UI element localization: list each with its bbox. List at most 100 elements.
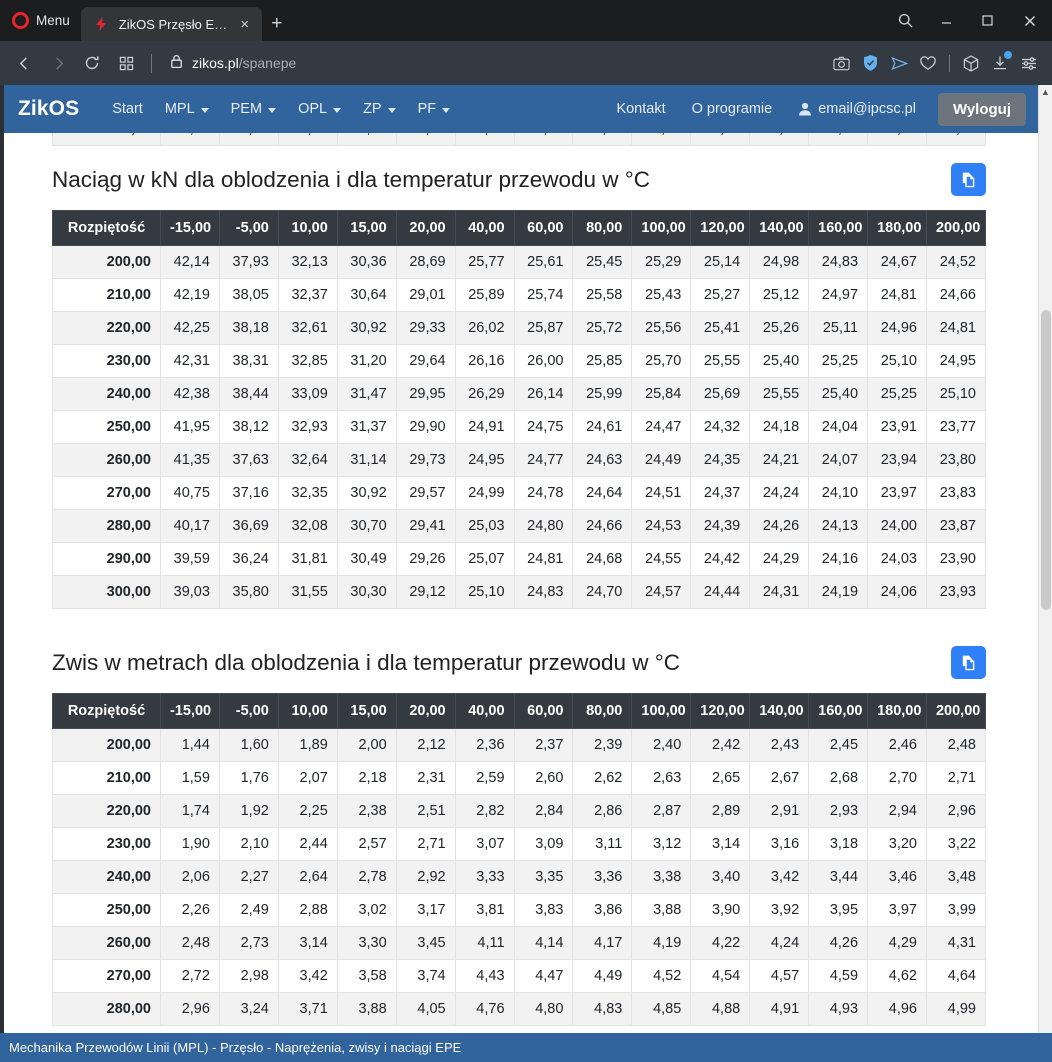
table-cell: 25,84: [631, 377, 692, 411]
table-cell: 24,07: [808, 443, 869, 477]
table-cell: 30,30: [336, 575, 397, 609]
search-icon[interactable]: [885, 0, 926, 41]
settings-sliders-icon[interactable]: [1016, 49, 1042, 77]
table-cell-span: 300,00: [52, 575, 161, 609]
maximize-icon[interactable]: [967, 0, 1008, 41]
site-brand[interactable]: ZikOS: [18, 97, 80, 120]
nav-item-o-programie[interactable]: O programie: [679, 95, 786, 123]
table-cell: 25,41: [690, 311, 751, 345]
table-cell: 2,43: [749, 728, 810, 762]
copy-table-button-zwis[interactable]: [951, 646, 986, 679]
column-header-temp: 100,00: [631, 693, 692, 729]
table-cell: 24,64: [572, 476, 633, 510]
reload-button[interactable]: [76, 47, 108, 79]
column-header-span: Rozpiętość: [52, 693, 161, 729]
table-cell: 23,87: [925, 509, 987, 543]
table-cell: 24,66: [572, 509, 633, 543]
table-cell: 3,36: [572, 860, 633, 894]
logout-button[interactable]: Wyloguj: [937, 92, 1026, 126]
table-cell: 2,94: [867, 794, 927, 828]
table-cell-span: 260,00: [52, 443, 161, 477]
table-cell: 37,63: [218, 443, 279, 477]
new-tab-button[interactable]: +: [271, 13, 283, 34]
table-cell: 31,20: [336, 344, 397, 378]
table-cell: 25,69: [690, 377, 751, 411]
window-close-icon[interactable]: [1008, 0, 1052, 41]
shield-vpn-icon[interactable]: [857, 49, 883, 77]
table-cell: 24,16: [808, 542, 869, 576]
table-cell: 3,81: [454, 893, 515, 927]
back-button[interactable]: [8, 47, 40, 79]
section-title-naciag: Naciąg w kN dla oblodzenia i dla tempera…: [52, 166, 651, 192]
table-cell: 4,43: [454, 959, 515, 993]
table-cell: 3,09: [513, 827, 574, 861]
opera-sidebar-strip[interactable]: [0, 85, 4, 1062]
table-cell: 2,59: [454, 761, 515, 795]
column-header-temp: -5,00: [218, 210, 279, 246]
table-row: 220,00 42,25 38,18 32,61 30,92 29,33 26,02 25,8…: [52, 311, 987, 345]
table-cell: 2,67: [749, 761, 810, 795]
status-bar-text: Mechanika Przewodów Linii (MPL) - Przęsł…: [9, 1040, 462, 1055]
column-header-temp: 60,00: [513, 210, 574, 246]
copy-table-button-naciag[interactable]: [951, 163, 986, 196]
table-cell: 3,24: [218, 992, 279, 1026]
table-cell: 26,00: [513, 344, 574, 378]
table-cell: 4,52: [631, 959, 692, 993]
scrollbar-thumb[interactable]: [1041, 310, 1051, 610]
table-cell: 24,10: [808, 476, 869, 510]
nav-item-kontakt[interactable]: Kontakt: [603, 95, 678, 123]
table-cell: 38,31: [218, 344, 279, 378]
table-cell: 4,80: [513, 992, 574, 1026]
minimize-icon[interactable]: [926, 0, 967, 41]
table-zwis-head: Rozpiętość -15,00 -5,00 10,00 15,00 20,00 40,0…: [52, 693, 987, 729]
cube-extensions-icon[interactable]: [958, 49, 984, 77]
table-cell: 4,99: [925, 992, 987, 1026]
table-cell: 1,74: [160, 794, 220, 828]
browser-tab[interactable]: ZikOS Przęsło EPE ×: [80, 7, 262, 41]
forward-button[interactable]: [42, 47, 74, 79]
user-account-item[interactable]: email@ipcsc.pl: [785, 95, 929, 123]
table-cell-span: 280,00: [52, 992, 161, 1026]
opera-menu-button[interactable]: Menu: [0, 0, 81, 41]
table-cell: 1,44: [160, 728, 220, 762]
table-cell: 3,74: [395, 959, 456, 993]
table-cell-span: 200,00: [52, 728, 161, 762]
table-cell: 30,36: [336, 245, 397, 279]
table-cell: 24,55: [631, 542, 692, 576]
table-cell: 42,19: [160, 278, 220, 312]
table-cell: 25,10: [925, 377, 987, 411]
close-icon[interactable]: ×: [240, 15, 250, 33]
nav-item-start[interactable]: Start: [101, 95, 154, 123]
table-cell: 4,93: [808, 992, 869, 1026]
nav-item-zp[interactable]: ZP: [352, 95, 407, 123]
page-scrollbar[interactable]: ▲: [1038, 85, 1052, 1062]
address-path: /spanepe: [238, 55, 297, 71]
table-cell-span: 240,00: [52, 860, 161, 894]
table-cell: 2,37: [513, 728, 574, 762]
scroll-up-arrow-icon[interactable]: ▲: [1039, 85, 1052, 99]
nav-item-pf[interactable]: PF: [407, 95, 462, 123]
download-icon[interactable]: [987, 49, 1013, 77]
table-cell-span: 220,00: [52, 311, 161, 345]
table-zwis-body: 200,00 1,44 1,60 1,89 2,00 2,12 2,36 2,37 2,39 2,…: [52, 728, 987, 1026]
browser-titlebar: Menu ZikOS Przęsło EPE × +: [0, 0, 1052, 41]
user-icon: [798, 102, 812, 116]
table-cell: 2,46: [867, 728, 927, 762]
table-cell: 25,85: [572, 344, 633, 378]
heart-favorite-icon[interactable]: [915, 49, 941, 77]
chevron-down-icon: [268, 107, 277, 113]
table-cell: 25,56: [631, 311, 692, 345]
nav-item-opl[interactable]: OPL: [287, 95, 352, 123]
speed-dial-button[interactable]: [110, 47, 142, 79]
site-nav-right: Kontakt O programie email@ipcsc.pl Wylog…: [603, 92, 1038, 126]
address-bar[interactable]: zikos.pl/spanepe: [161, 47, 826, 79]
send-flow-icon[interactable]: [886, 49, 912, 77]
table-cell: 2,00: [336, 728, 397, 762]
nav-item-mpl[interactable]: MPL: [154, 95, 220, 123]
toolbar-icons-divider: [949, 54, 950, 72]
site-nav-links: Start MPL PEM OPL ZP: [101, 95, 461, 123]
nav-item-pem[interactable]: PEM: [220, 95, 287, 123]
table-cell: 23,80: [925, 443, 987, 477]
table-cell: 32,37: [277, 278, 338, 312]
camera-snapshot-icon[interactable]: [828, 49, 854, 77]
